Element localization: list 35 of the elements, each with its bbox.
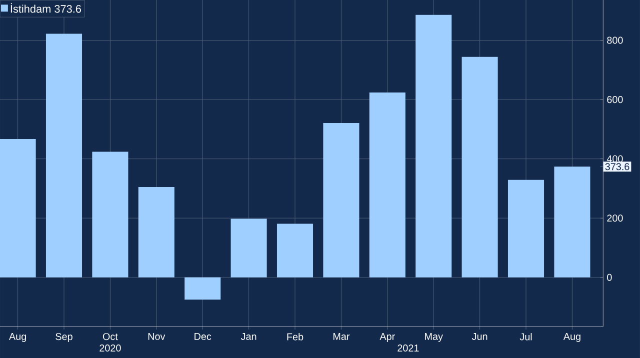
bar (554, 166, 590, 278)
bar (416, 14, 452, 278)
bar (276, 224, 314, 278)
x-tick-label: Jul (520, 332, 532, 340)
x-tick-label: Dec (194, 332, 212, 340)
x-tick-label: Jan (240, 332, 256, 340)
bar (138, 186, 174, 278)
bar (323, 122, 360, 278)
bar (230, 218, 267, 278)
x-tick-label: Mar (333, 332, 350, 340)
y-tick-label: 600 (607, 96, 623, 103)
x-tick-label: Oct (102, 332, 118, 340)
x-tick-label: Sep (56, 332, 72, 342)
bar (508, 180, 544, 278)
y-tick-label: 800 (607, 36, 623, 44)
text: 2021 (398, 344, 419, 352)
x-tick-label: Nov (148, 332, 166, 340)
bar (92, 152, 128, 278)
x-tick-label: Aug (8, 332, 26, 342)
bar (184, 277, 221, 300)
y-tick-label: 373.6 (605, 162, 630, 170)
bar (0, 138, 36, 278)
y-tick-label: 200 (607, 214, 623, 222)
x-tick-label: Apr (380, 332, 395, 342)
bar (369, 92, 406, 278)
y-tick-label: 400 (606, 155, 623, 162)
x-tick-label: Jun (472, 332, 488, 340)
text: 2020 (100, 344, 121, 352)
bar (46, 34, 82, 278)
x-tick-label: Aug (563, 332, 580, 342)
bar (462, 56, 498, 278)
x-tick-label: May (425, 332, 443, 342)
x-tick-label: Feb (287, 332, 304, 340)
legend-label: İstihdam 373.6 (10, 2, 81, 13)
y-tick-label: 0 (607, 274, 612, 281)
